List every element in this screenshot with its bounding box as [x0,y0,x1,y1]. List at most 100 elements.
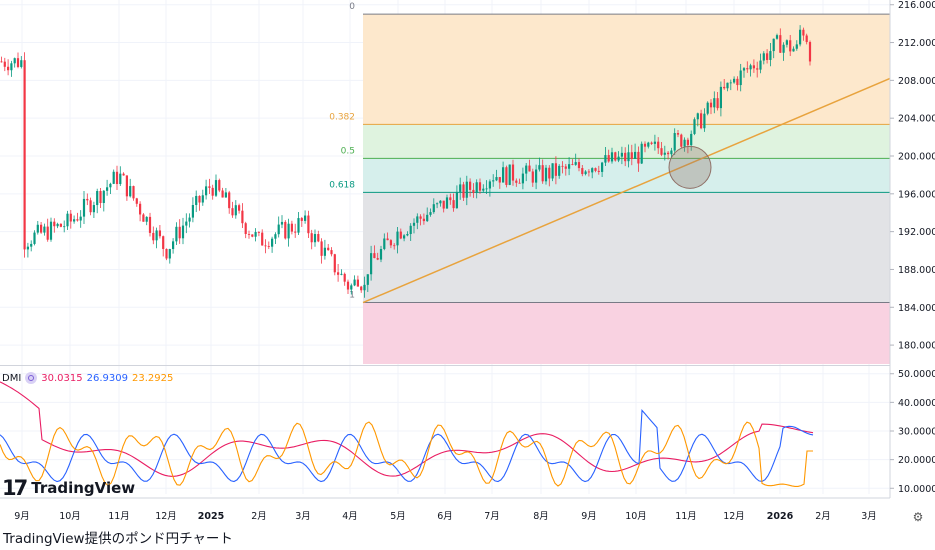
candle-body-8 [26,246,29,250]
candle-body-49 [162,236,165,249]
gear-icon[interactable]: ⚙ [912,510,924,524]
candle-body-191 [630,152,633,159]
price-axis-label-6: 192.000 [898,227,935,238]
candle-body-90 [297,218,300,233]
candle-body-64 [211,187,214,196]
candle-body-139 [459,184,462,192]
candle-body-84 [277,224,280,235]
candle-body-68 [224,192,227,198]
candle-body-6 [20,60,23,67]
time-axis-label-3: 12月 [155,511,177,522]
price-axis-label-9: 180.000 [898,341,935,352]
candle-body-217 [716,98,719,109]
candle-body-103 [340,273,343,275]
candle-body-214 [706,102,709,114]
candle-body-65 [214,180,218,196]
candle-body-101 [333,254,336,273]
fib-zone-below [363,302,890,364]
candle-body-46 [152,232,155,241]
candle-body-185 [610,152,614,162]
candle-body-94 [310,233,313,243]
candle-body-9 [30,243,33,247]
price-axis-label-4: 200.000 [898,152,935,163]
candle-body-87 [287,223,290,239]
candle-body-66 [218,180,221,191]
candle-body-111 [366,274,369,285]
candle-body-169 [558,165,561,176]
candles-group [0,25,812,298]
candle-body-157 [518,182,521,184]
candle-body-199 [657,141,660,149]
candle-body-144 [475,182,478,193]
candle-body-236 [779,35,782,53]
candle-body-177 [584,171,587,175]
candle-body-35 [115,171,119,185]
candle-body-26 [86,198,89,201]
candle-body-145 [478,182,482,191]
candle-body-242 [799,29,802,45]
candle-body-107 [353,279,356,286]
candle-body-27 [89,200,92,213]
fib-zone-0 [363,14,890,125]
candle-body-10 [33,232,36,244]
candle-body-86 [284,221,287,239]
candle-body-133 [439,200,442,204]
candle-body-175 [577,162,581,169]
candle-body-77 [254,232,257,237]
candle-body-67 [221,190,224,198]
candle-body-51 [168,249,171,259]
candle-body-196 [647,142,650,147]
price-axis-label-8: 184.000 [898,303,935,314]
time-axis-label-9: 6月 [437,511,453,522]
dmi-settings-icon[interactable] [25,372,38,384]
candle-body-225 [742,68,746,71]
candle-body-167 [551,163,554,179]
candle-body-171 [564,166,567,169]
candle-body-153 [505,167,508,185]
candle-body-166 [548,167,551,179]
candle-body-21 [69,213,72,222]
candle-body-131 [432,204,435,213]
candle-body-244 [805,35,808,43]
candle-body-184 [607,155,610,162]
candle-body-227 [749,65,752,70]
candle-body-32 [106,187,109,191]
candle-body-147 [485,188,488,190]
candle-body-17 [56,223,59,227]
candle-body-28 [92,205,95,213]
candle-body-69 [228,192,231,209]
candle-body-156 [515,180,518,183]
candle-body-60 [198,195,201,203]
chart-caption: TradingView提供のポンド円チャート [3,531,233,547]
time-axis-label-14: 11月 [675,511,697,522]
candle-body-174 [574,162,577,165]
candle-body-13 [43,226,46,233]
time-axis-label-5: 2月 [251,511,267,522]
candle-body-116 [383,238,386,250]
time-axis-label-1: 10月 [59,511,81,522]
candle-body-134 [442,200,445,209]
tradingview-mark-icon: 17 [2,476,28,500]
candle-body-93 [307,215,310,234]
candle-body-14 [46,226,49,240]
candle-body-226 [746,68,749,70]
candle-body-207 [683,139,686,147]
candle-body-40 [132,186,135,199]
candle-body-7 [23,60,26,250]
candle-body-118 [389,240,392,246]
candle-body-161 [531,171,534,183]
candle-body-119 [393,245,396,247]
candle-body-102 [337,272,340,275]
candle-body-115 [379,249,383,260]
candle-body-105 [346,281,350,290]
candle-body-126 [416,216,419,223]
candle-body-203 [670,150,673,155]
candle-body-85 [280,221,284,225]
candle-body-187 [617,156,620,161]
candle-body-197 [650,142,653,144]
candle-body-224 [739,70,742,86]
candle-body-143 [472,189,475,193]
candle-body-74 [244,223,247,235]
candle-body-114 [376,258,379,260]
